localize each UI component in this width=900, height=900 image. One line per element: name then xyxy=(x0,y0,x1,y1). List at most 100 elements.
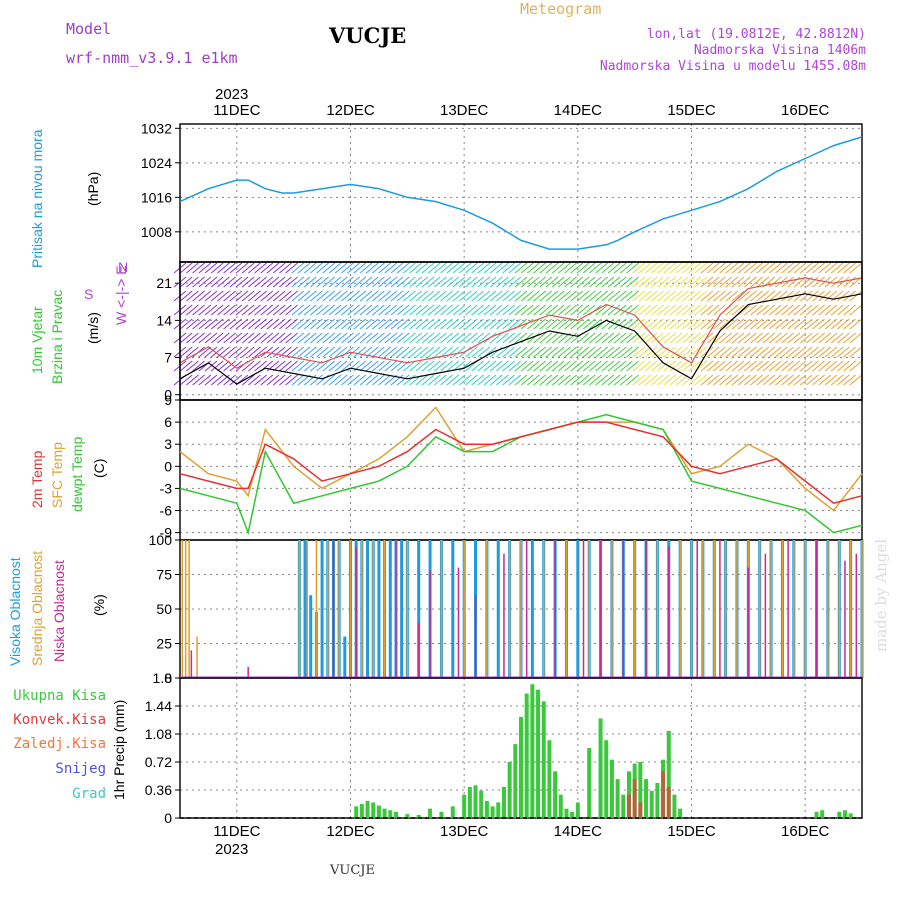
cloud-bar xyxy=(184,540,187,678)
wind-barb xyxy=(465,276,478,288)
wind-barb xyxy=(669,290,683,302)
wind-barb xyxy=(378,262,391,274)
wind-barb xyxy=(620,360,633,372)
wind-barb xyxy=(403,346,416,358)
wind-barb xyxy=(799,290,813,302)
precip-panel: 0 0.36 0.72 1.08 1.44 1.8 xyxy=(145,670,863,826)
wind-barb xyxy=(390,262,404,274)
wind-barb xyxy=(427,290,441,302)
wind-barb xyxy=(843,318,856,330)
wind-barb xyxy=(545,318,559,330)
wind-barb xyxy=(620,346,633,358)
wind-barb xyxy=(657,262,670,274)
precip-bar xyxy=(359,804,364,818)
temp-tick-label: 6 xyxy=(164,414,172,430)
wind-barb xyxy=(799,374,813,386)
wind-barb xyxy=(812,374,825,386)
wind-barb xyxy=(254,346,267,358)
wind-barb xyxy=(210,276,224,288)
wind-barb xyxy=(440,346,453,358)
wind-barb xyxy=(415,360,429,372)
cloud-bar xyxy=(838,540,841,678)
wind-barb xyxy=(347,262,360,274)
wind-barb xyxy=(285,262,298,274)
wind-barb xyxy=(508,276,522,288)
wind-barb xyxy=(818,346,832,358)
wind-barb xyxy=(582,304,596,316)
wind-barb xyxy=(799,360,813,372)
wind-barb xyxy=(731,332,745,344)
wind-barb xyxy=(496,374,509,386)
wind-barb xyxy=(638,374,652,386)
wind-barb xyxy=(781,304,794,316)
wind-barb xyxy=(483,276,497,288)
wind-barb xyxy=(570,346,584,358)
wind-barb xyxy=(458,290,472,302)
wind-barb xyxy=(818,290,832,302)
wind-barb xyxy=(781,318,794,330)
wind-barb xyxy=(310,332,323,344)
wind-barb xyxy=(272,290,286,302)
wind-barb xyxy=(545,332,559,344)
wind-barb xyxy=(291,346,305,358)
wind-barb xyxy=(266,276,280,288)
wind-barb xyxy=(421,332,435,344)
wind-barb xyxy=(341,262,354,274)
wind-barb xyxy=(372,332,385,344)
wind-barb xyxy=(235,318,249,330)
wind-barb xyxy=(768,276,782,288)
cloud-bar xyxy=(844,560,846,678)
wind-barb xyxy=(458,360,472,372)
wind-barb xyxy=(192,276,205,288)
wind-barb xyxy=(272,360,286,372)
wind-barb xyxy=(830,360,844,372)
wind-barb xyxy=(663,318,677,330)
wind-barb xyxy=(644,304,658,316)
wind-barb xyxy=(849,290,863,302)
wind-barb xyxy=(775,374,788,386)
cloud-bar xyxy=(181,540,184,678)
wind-barb xyxy=(719,346,732,358)
cloud-bar xyxy=(496,540,500,678)
wind-barb xyxy=(830,304,844,316)
wind-barb xyxy=(744,332,757,344)
precip-tick-label: 0 xyxy=(164,810,172,826)
precip-bar xyxy=(814,811,819,818)
wind-barb xyxy=(477,374,491,386)
precip-bar xyxy=(615,779,620,818)
wind-barb xyxy=(613,276,627,288)
wind-barb xyxy=(303,332,317,344)
cloud-bar xyxy=(406,540,409,678)
wind-barb xyxy=(372,276,385,288)
wind-barb xyxy=(564,276,577,288)
wind-barb xyxy=(576,346,590,358)
wind-barb xyxy=(415,332,429,344)
wind-barb xyxy=(545,290,559,302)
precip-bar xyxy=(649,790,654,818)
wind-barb xyxy=(285,318,298,330)
wind-barb xyxy=(632,360,646,372)
wind-barb xyxy=(700,290,714,302)
wind-barb xyxy=(248,290,261,302)
wind-barb xyxy=(607,332,621,344)
wind-barb xyxy=(403,374,416,386)
wind-barb xyxy=(688,318,701,330)
legend-freezing-rain: Zaledj.Kisa xyxy=(13,736,106,752)
wind-barb xyxy=(824,318,838,330)
wind-barb xyxy=(359,360,373,372)
wind-barb xyxy=(750,374,763,386)
wind-barb xyxy=(341,318,354,330)
cloud-bar xyxy=(696,540,698,678)
wind-barb xyxy=(651,374,664,386)
wind-barb xyxy=(291,374,305,386)
wind-barb xyxy=(570,318,584,330)
wind-barb xyxy=(446,304,460,316)
cloud-bar xyxy=(508,540,511,678)
wind-barb xyxy=(477,318,491,330)
wind-barb xyxy=(248,374,261,386)
wind-barb xyxy=(731,346,745,358)
top-date-label: 13DEC xyxy=(440,102,489,119)
wind-barb xyxy=(582,374,596,386)
wind-barb xyxy=(347,290,360,302)
precip-bar xyxy=(530,684,535,818)
